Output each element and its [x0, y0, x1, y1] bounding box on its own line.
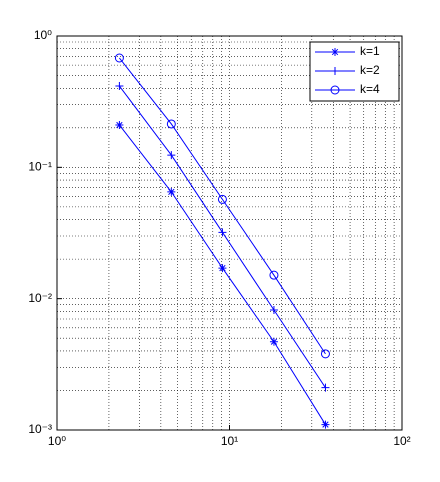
- data-point: [217, 194, 227, 204]
- data-point: [269, 270, 279, 280]
- data-point: [167, 187, 176, 196]
- data-point: [321, 420, 330, 429]
- data-point: [115, 121, 124, 130]
- y-tick-label: 10⁰: [34, 28, 52, 42]
- data-point: [115, 82, 124, 91]
- y-tick-label: 10⁻²: [28, 291, 52, 305]
- legend-label: k=2: [360, 63, 380, 77]
- legend-label: k=1: [360, 44, 380, 58]
- y-tick-label: 10⁻¹: [28, 160, 52, 174]
- data-point: [114, 53, 124, 63]
- x-tick-label: 10¹: [221, 434, 238, 448]
- axes-box: [56, 35, 403, 431]
- series-line: [119, 57, 326, 355]
- data-point: [218, 264, 227, 273]
- data-point: [167, 151, 176, 160]
- data-point: [218, 228, 227, 237]
- legend-marker: [331, 48, 339, 56]
- y-tick-label: 10⁻³: [28, 422, 52, 436]
- legend-marker: [331, 67, 339, 75]
- x-tick-label: 10²: [393, 434, 410, 448]
- data-point: [269, 305, 278, 314]
- legend-label: k=4: [360, 82, 380, 96]
- plot-area: [57, 36, 402, 430]
- legend-marker: [330, 85, 340, 95]
- data-point: [320, 349, 330, 359]
- data-point: [321, 383, 330, 392]
- data-point: [269, 337, 278, 346]
- data-point: [166, 119, 176, 129]
- x-tick-label: 10⁰: [48, 434, 66, 448]
